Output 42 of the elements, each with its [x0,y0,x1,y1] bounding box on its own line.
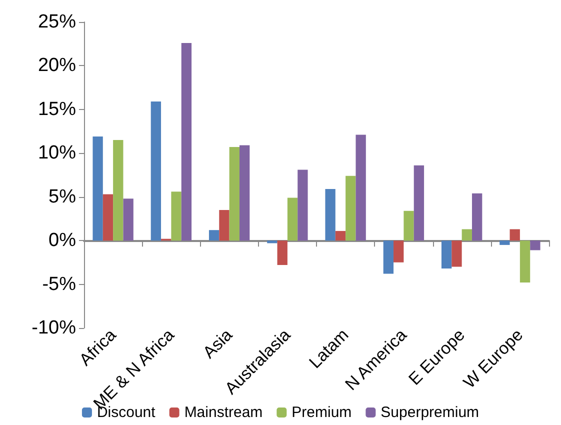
bar [181,42,192,241]
bar [414,165,424,241]
bar [171,192,182,241]
legend-label: Premium [292,404,352,421]
bar [452,240,462,267]
bar [239,145,250,241]
legend-label: Superpremium [380,404,480,421]
bar [123,198,134,241]
bar [404,210,414,241]
y-tick-label: 25% [38,12,76,32]
bar [383,240,394,274]
y-tick-label: 15% [38,98,76,120]
bar [277,240,288,266]
bar [113,140,124,241]
bar [102,194,114,241]
bar [287,198,298,241]
legend-label: Mainstream [184,404,263,421]
bar [219,210,230,241]
bar [520,240,530,283]
bar [335,230,346,241]
bar [394,240,404,262]
y-tick-label: 5% [48,186,76,208]
bar [441,240,452,269]
bar [472,193,482,241]
bar [298,170,308,241]
bar [229,147,240,241]
bar [325,188,336,241]
bar [346,176,356,241]
y-tick-label: -5% [42,274,76,295]
y-tick-label: 20% [38,55,76,76]
y-tick-label: 10% [38,142,76,164]
bar [267,240,278,244]
bar [510,229,520,241]
bar [500,240,510,245]
bar [356,134,366,241]
bar [530,240,540,250]
bar [462,229,472,241]
y-tick-label: -10% [32,318,76,338]
bar [92,136,103,241]
bar [208,230,220,241]
y-tick-label: 0% [48,230,76,252]
bar [150,102,162,241]
